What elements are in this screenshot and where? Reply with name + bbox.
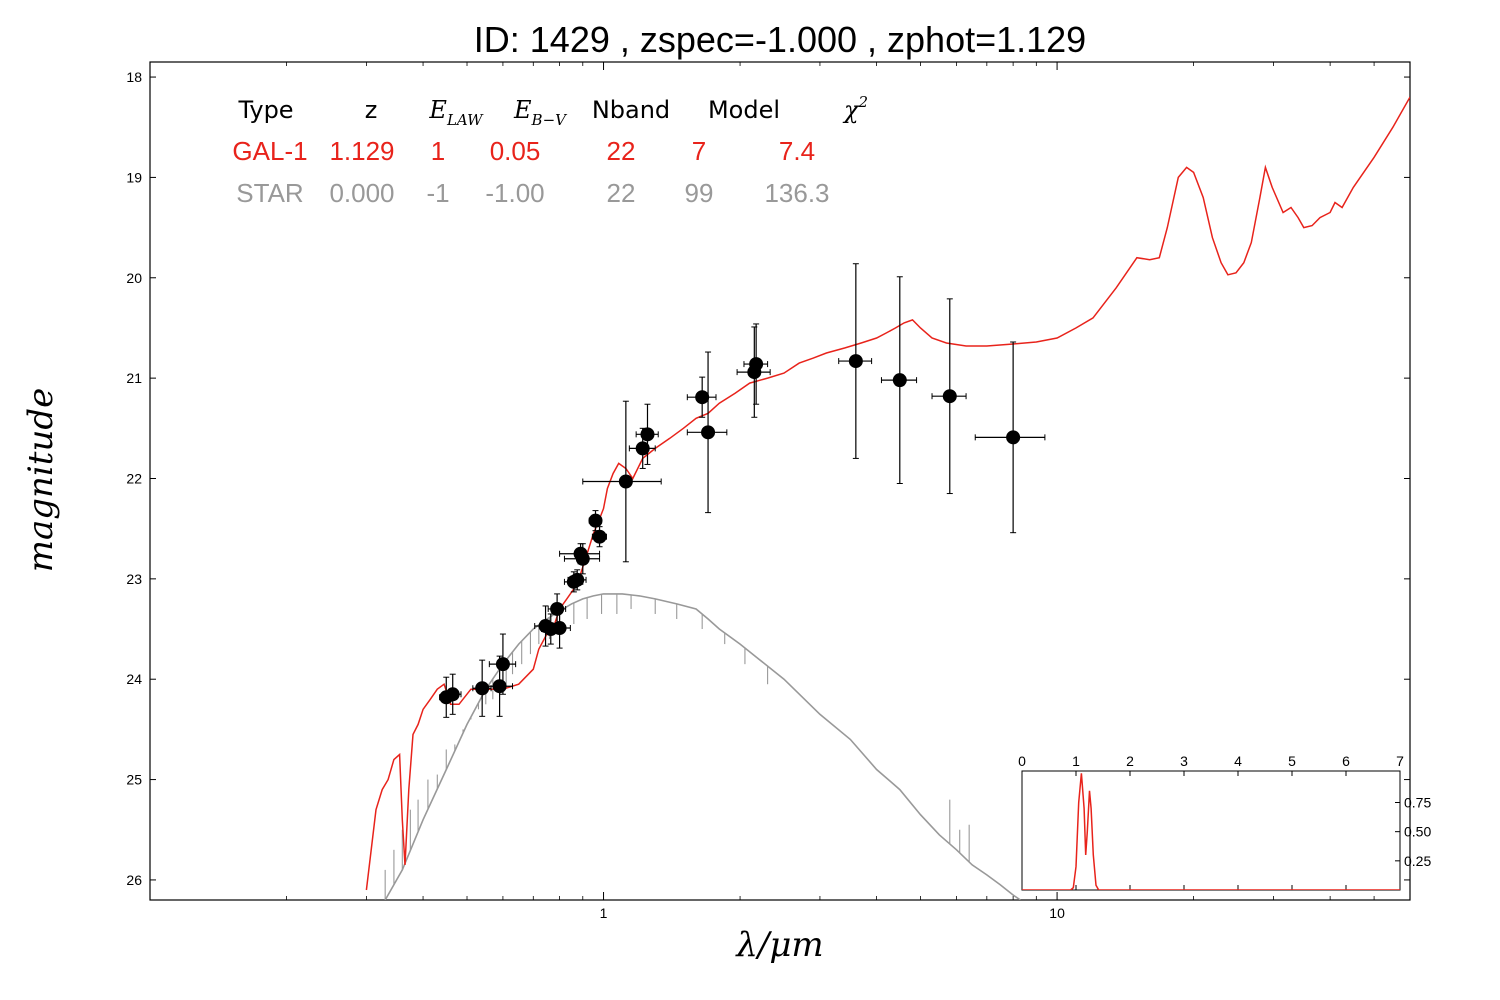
y-axis-label: magnitude	[21, 388, 61, 573]
photometry-point	[567, 569, 587, 591]
photometry-point	[591, 526, 607, 548]
fit-summary-table: Type z ELAW EB−V Nband Model χ2 GAL-1 1.129 1 0.05…	[232, 93, 868, 208]
photometry-marker	[552, 621, 567, 636]
pdz-curve	[1022, 773, 1400, 890]
photometry-marker	[640, 427, 655, 442]
table-cell: -1	[426, 178, 449, 208]
x-tick-label: 1	[600, 905, 608, 921]
pdz-y-tick-label: 0.50	[1404, 824, 1431, 840]
table-cell: 0.000	[329, 178, 394, 208]
photometry-point	[488, 633, 517, 695]
table-cell: 7	[692, 136, 706, 166]
pdz-x-tick-label: 6	[1342, 753, 1350, 769]
pdz-y-tick-label: 0.75	[1404, 795, 1431, 811]
y-tick-label: 18	[126, 69, 142, 85]
photometry-point	[686, 376, 717, 418]
photometry-marker	[1006, 430, 1021, 445]
table-cell: 22	[607, 178, 636, 208]
photometry-point	[443, 673, 462, 715]
table-header: EB−V	[513, 96, 568, 129]
photometry-point	[880, 276, 918, 485]
pdz-x-tick-label: 4	[1234, 753, 1242, 769]
photometry-point	[974, 341, 1046, 534]
photometry-point	[582, 400, 662, 563]
photometry-point	[547, 593, 567, 625]
table-cell: 7.4	[779, 136, 815, 166]
pdz-y-tick-label: 0.25	[1404, 853, 1431, 869]
plot-frame	[149, 61, 1411, 901]
photometry-marker	[570, 572, 585, 587]
y-tick-label: 26	[126, 872, 142, 888]
pdz-x-tick-label: 3	[1180, 753, 1188, 769]
pdz-inset-ticks: 0 1 2 3 4 5 6 7 0.25 0.50 0.75	[1018, 753, 1431, 890]
photometry-point	[743, 323, 769, 405]
table-header: z	[365, 96, 378, 124]
photometry-marker	[749, 357, 764, 372]
y-tick-label: 21	[126, 370, 142, 386]
table-cell: GAL-1	[232, 136, 307, 166]
photometry-point	[686, 351, 728, 514]
photometry-marker	[618, 474, 633, 489]
x-tick-label: 10	[1049, 905, 1065, 921]
y-tick-label: 24	[126, 671, 142, 687]
table-cell: 0.05	[490, 136, 541, 166]
photometry-marker	[575, 551, 590, 566]
table-cell: 22	[607, 136, 636, 166]
photometry-point	[736, 326, 771, 418]
y-tick-label: 25	[126, 772, 142, 788]
photometry-marker	[492, 679, 507, 694]
pdz-x-tick-label: 2	[1126, 753, 1134, 769]
x-axis-label: λ/μm	[734, 925, 823, 965]
photometry-marker	[701, 425, 716, 440]
galaxy-model-curve	[365, 96, 1410, 891]
photometry-marker	[588, 513, 603, 528]
star-absorption-lines	[384, 593, 970, 900]
table-cell: 99	[685, 178, 714, 208]
photometry-point	[588, 510, 603, 532]
pdz-x-tick-label: 1	[1072, 753, 1080, 769]
photometry-point	[563, 543, 601, 575]
pdz-x-tick-label: 7	[1396, 753, 1404, 769]
chart-title: ID: 1429 , zspec=-1.000 , zphot=1.129	[474, 19, 1086, 60]
photometry-marker	[495, 657, 510, 672]
photometry-point	[635, 403, 659, 465]
star-model-curve	[384, 593, 1021, 900]
photometry-marker	[942, 389, 957, 404]
pdz-x-tick-label: 5	[1288, 753, 1296, 769]
table-cell: 136.3	[764, 178, 829, 208]
photometry-point	[838, 263, 873, 459]
photometry-marker	[550, 601, 565, 616]
photometry-point	[931, 298, 967, 495]
table-cell: STAR	[236, 178, 303, 208]
photometry-marker	[892, 373, 907, 388]
photometry-marker	[592, 529, 607, 544]
y-tick-label: 23	[126, 571, 142, 587]
y-tick-label: 22	[126, 470, 142, 486]
pdz-x-tick-label: 0	[1018, 753, 1026, 769]
photometry-marker	[475, 681, 490, 696]
pdz-inset-frame	[1021, 770, 1401, 891]
table-cell: 1.129	[329, 136, 394, 166]
y-tick-label: 19	[126, 169, 142, 185]
table-header: Nband	[592, 96, 670, 124]
photometry-marker	[445, 687, 460, 702]
table-cell: 1	[431, 136, 445, 166]
table-header: ELAW	[428, 96, 484, 129]
photometry-marker	[635, 441, 650, 456]
table-header: χ2	[842, 93, 868, 124]
photometry-point	[547, 607, 571, 649]
table-cell: -1.00	[485, 178, 544, 208]
table-header: Type	[237, 96, 293, 124]
table-header: Model	[708, 96, 780, 124]
observed-photometry	[439, 263, 1046, 718]
y-tick-label: 20	[126, 270, 142, 286]
photometry-marker	[848, 354, 863, 369]
photometry-marker	[695, 390, 710, 405]
